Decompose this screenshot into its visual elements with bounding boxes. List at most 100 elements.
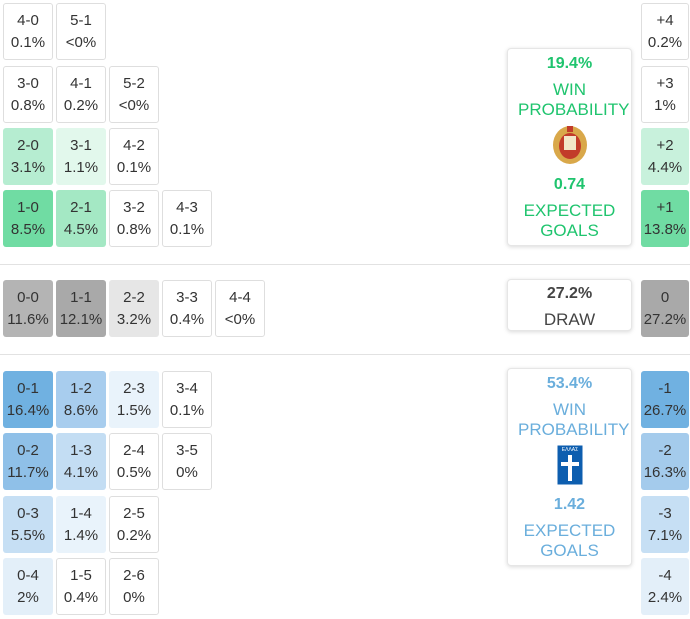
probability: 26.7% [643, 401, 687, 419]
score-label: 2-6 [123, 566, 145, 584]
score-cell: 1-0 8.5% [3, 190, 53, 247]
probability: 1.4% [63, 526, 99, 544]
score-cell: 4-0 0.1% [3, 3, 53, 60]
probability: 0.2% [63, 96, 99, 114]
draw-prob: 27.2% [546, 285, 593, 302]
score-cell: 2-2 3.2% [109, 280, 159, 337]
score-label: 1-3 [70, 441, 92, 459]
score-cell: 1-2 8.6% [56, 371, 106, 428]
probability: 4.1% [63, 463, 99, 481]
score-label: 3-0 [17, 74, 39, 92]
probability: 0.5% [116, 463, 152, 481]
separator [0, 354, 690, 355]
score-cell: 5-1 <0% [56, 3, 106, 60]
score-label: 5-1 [70, 11, 92, 29]
win-label: WIN PROBABILITY [518, 80, 630, 119]
probability: 0% [176, 463, 198, 481]
score-label: 3-1 [70, 136, 92, 154]
score-cell: -4 2.4% [641, 558, 689, 615]
score-label: 2-2 [123, 288, 145, 306]
win-prob: 19.4% [546, 55, 593, 72]
score-label: 1-1 [70, 288, 92, 306]
score-cell: 0-0 11.6% [3, 280, 53, 337]
score-cell: 4-1 0.2% [56, 66, 106, 123]
probability: 0.2% [116, 526, 152, 544]
score-label: 2-0 [17, 136, 39, 154]
score-cell: 0-4 2% [3, 558, 53, 615]
win-prob: 53.4% [546, 375, 593, 392]
probability: 0% [123, 588, 145, 606]
probability: 0.1% [169, 401, 205, 419]
score-label: 4-0 [17, 11, 39, 29]
probability: 8.6% [63, 401, 99, 419]
probability: 1.5% [116, 401, 152, 419]
score-label: 3-4 [176, 379, 198, 397]
score-cell: 3-2 0.8% [109, 190, 159, 247]
probability: 7.1% [647, 526, 683, 544]
score-label: 4-3 [176, 198, 198, 216]
probability: 0.4% [169, 310, 205, 328]
score-label: 2-1 [70, 198, 92, 216]
home-flag [552, 126, 587, 164]
score-cell: 4-2 0.1% [109, 128, 159, 185]
probability: 0.4% [63, 588, 99, 606]
away-flag: ΕΛΛΑΣ [556, 444, 583, 486]
probability: 0.2% [647, 33, 683, 51]
score-label: 0-0 [17, 288, 39, 306]
draw-label: DRAW [543, 310, 596, 329]
score-label: 0 [660, 288, 670, 306]
probability: 13.8% [643, 220, 687, 238]
score-label: -1 [658, 379, 672, 397]
score-label: 3-5 [176, 441, 198, 459]
probability: <0% [224, 310, 256, 328]
score-cell: 2-6 0% [109, 558, 159, 615]
probability: 27.2% [643, 310, 687, 328]
probability: 0.8% [10, 96, 46, 114]
score-label: +4 [656, 11, 674, 29]
probability: 2.4% [647, 588, 683, 606]
probability: 12.1% [59, 310, 103, 328]
score-cell: 2-0 3.1% [3, 128, 53, 185]
score-label: 1-2 [70, 379, 92, 397]
score-cell: 1-5 0.4% [56, 558, 106, 615]
score-cell: 0-3 5.5% [3, 496, 53, 553]
score-cell: 3-0 0.8% [3, 66, 53, 123]
score-cell: 0-2 11.7% [3, 433, 53, 490]
probability: 5.5% [10, 526, 46, 544]
score-label: 1-0 [17, 198, 39, 216]
xg-label: EXPECTED GOALS [523, 201, 616, 240]
score-label: 4-1 [70, 74, 92, 92]
score-label: 3-2 [123, 198, 145, 216]
score-label: 5-2 [123, 74, 145, 92]
away-card: 53.4% WIN PROBABILITY ΕΛΛΑΣ 1.42 EXPECTE… [507, 368, 632, 566]
probability: 1% [654, 96, 676, 114]
score-cell: 5-2 <0% [109, 66, 159, 123]
probability: 1.1% [63, 158, 99, 176]
score-label: 2-5 [123, 504, 145, 522]
score-label: 1-5 [70, 566, 92, 584]
flag-text: ΕΛΛΑΣ [561, 447, 577, 453]
score-cell: 0 27.2% [641, 280, 689, 337]
home-card: 19.4% WIN PROBABILITY 0.74 EXPECTED GOAL… [507, 48, 632, 246]
probability: 11.7% [7, 463, 49, 481]
score-label: -3 [658, 504, 672, 522]
probability: <0% [118, 96, 150, 114]
score-cell: 2-1 4.5% [56, 190, 106, 247]
probability: 0.8% [116, 220, 152, 238]
draw-card: 27.2% DRAW [507, 279, 632, 331]
score-label: 2-3 [123, 379, 145, 397]
score-cell: 4-3 0.1% [162, 190, 212, 247]
score-label: 0-4 [17, 566, 39, 584]
probability: 0.1% [10, 33, 46, 51]
score-label: 0-2 [17, 441, 39, 459]
score-cell: -2 16.3% [641, 433, 689, 490]
score-cell: 2-3 1.5% [109, 371, 159, 428]
win-label: WIN PROBABILITY [518, 400, 630, 439]
probability: 0.1% [116, 158, 152, 176]
score-label: 3-3 [176, 288, 198, 306]
score-cell: 0-1 16.4% [3, 371, 53, 428]
xg: 0.74 [553, 176, 586, 193]
score-label: -4 [658, 566, 672, 584]
score-cell: +2 4.4% [641, 128, 689, 185]
